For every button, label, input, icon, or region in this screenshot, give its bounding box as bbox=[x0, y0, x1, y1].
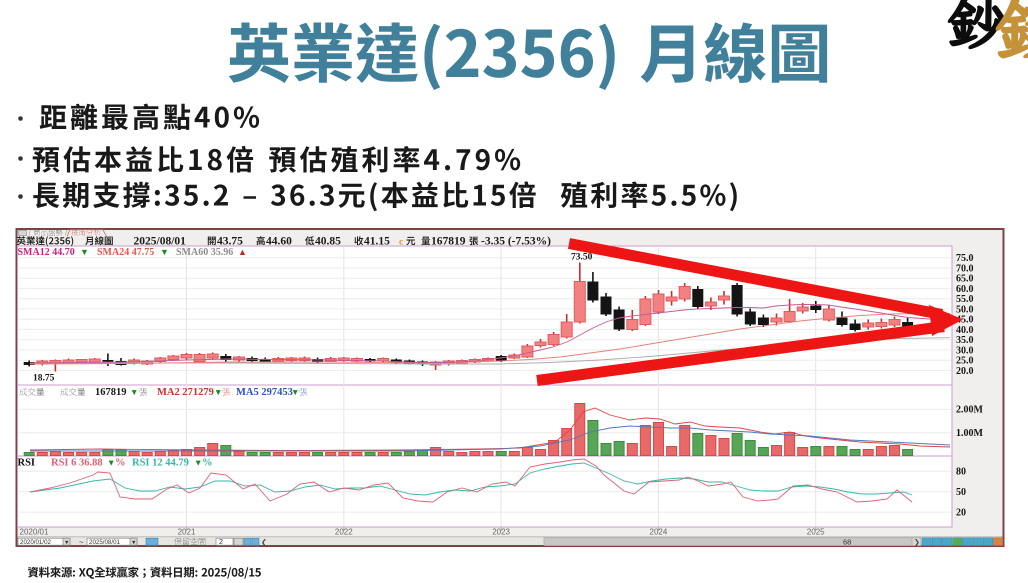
svg-text:▼: ▼ bbox=[64, 540, 69, 546]
svg-text:RSI 6 36.88: RSI 6 36.88 bbox=[51, 458, 103, 469]
svg-text:SMA60 35.96: SMA60 35.96 bbox=[176, 247, 233, 258]
svg-text:20: 20 bbox=[956, 507, 966, 518]
svg-text:▼: ▼ bbox=[80, 247, 89, 257]
svg-text:2020/01: 2020/01 bbox=[20, 528, 49, 537]
svg-text:2021: 2021 bbox=[178, 528, 196, 537]
svg-text:2025/08/01: 2025/08/01 bbox=[89, 539, 121, 546]
svg-text:▼: ▼ bbox=[214, 387, 222, 397]
svg-text:▲: ▲ bbox=[238, 247, 247, 257]
svg-text:80: 80 bbox=[956, 467, 966, 478]
svg-text:20.0: 20.0 bbox=[956, 366, 974, 377]
svg-text:❯: ❯ bbox=[914, 538, 920, 546]
svg-text:2023: 2023 bbox=[492, 528, 510, 537]
svg-text:2022: 2022 bbox=[335, 528, 353, 537]
svg-text:~: ~ bbox=[79, 538, 84, 547]
svg-text:18.75: 18.75 bbox=[33, 374, 55, 384]
svg-text:35.0: 35.0 bbox=[956, 335, 974, 346]
svg-text:SMA12 44.70: SMA12 44.70 bbox=[18, 247, 75, 258]
svg-text:167819: 167819 bbox=[431, 235, 466, 247]
svg-text:%: % bbox=[202, 458, 213, 469]
svg-text:▼: ▼ bbox=[194, 458, 202, 468]
svg-text:40.85: 40.85 bbox=[315, 235, 341, 247]
svg-text:▼: ▼ bbox=[131, 540, 136, 546]
svg-text:2024: 2024 bbox=[650, 528, 668, 537]
svg-text:44.60: 44.60 bbox=[266, 235, 292, 247]
svg-text:/: / bbox=[29, 228, 32, 237]
svg-text:2: 2 bbox=[219, 539, 223, 546]
svg-text:43.75: 43.75 bbox=[217, 235, 243, 247]
svg-text:68: 68 bbox=[843, 537, 851, 546]
svg-text:50.0: 50.0 bbox=[956, 304, 974, 315]
svg-text:2.00M: 2.00M bbox=[956, 405, 984, 416]
svg-text:▼: ▼ bbox=[291, 387, 299, 397]
svg-text:73.50: 73.50 bbox=[571, 253, 593, 263]
svg-text:MA2 271279: MA2 271279 bbox=[157, 387, 214, 398]
svg-text:41.15: 41.15 bbox=[364, 235, 390, 247]
svg-text:167819: 167819 bbox=[95, 387, 127, 398]
svg-text:❮: ❮ bbox=[261, 539, 267, 547]
svg-text:55.0: 55.0 bbox=[956, 294, 974, 305]
svg-text:70.0: 70.0 bbox=[956, 263, 974, 274]
svg-text:RSI 12 44.79: RSI 12 44.79 bbox=[132, 458, 189, 469]
svg-text:30.0: 30.0 bbox=[956, 345, 974, 356]
svg-text:60.0: 60.0 bbox=[956, 284, 974, 295]
svg-text:2025/08/01: 2025/08/01 bbox=[134, 235, 187, 247]
svg-text:75.0: 75.0 bbox=[956, 253, 974, 264]
svg-text:2025: 2025 bbox=[807, 528, 825, 537]
svg-text:▼: ▼ bbox=[130, 387, 138, 397]
svg-text:MA5 297453: MA5 297453 bbox=[236, 387, 293, 398]
svg-text:RSI: RSI bbox=[18, 458, 36, 469]
svg-text:50: 50 bbox=[956, 487, 966, 498]
svg-text:1.00M: 1.00M bbox=[956, 428, 984, 439]
svg-text:▼: ▼ bbox=[107, 458, 115, 468]
svg-text:▼: ▼ bbox=[160, 247, 169, 257]
svg-text:40.0: 40.0 bbox=[956, 325, 974, 336]
svg-text:25.0: 25.0 bbox=[956, 356, 974, 367]
svg-text:2020/01/02: 2020/01/02 bbox=[20, 539, 52, 546]
svg-text:65.0: 65.0 bbox=[956, 274, 974, 285]
svg-text:45.0: 45.0 bbox=[956, 315, 974, 326]
svg-text:-3.35 (-7.53%): -3.35 (-7.53%) bbox=[481, 235, 551, 247]
svg-text:c: c bbox=[399, 237, 403, 247]
svg-text:%: % bbox=[115, 458, 126, 469]
svg-text:SMA24 47.75: SMA24 47.75 bbox=[97, 247, 154, 258]
svg-text:/: / bbox=[65, 228, 68, 237]
